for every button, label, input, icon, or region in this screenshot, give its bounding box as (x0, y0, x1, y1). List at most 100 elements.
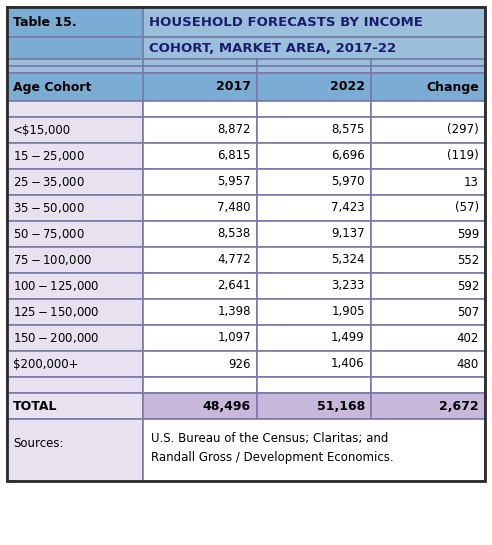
Text: $150-$200,000: $150-$200,000 (13, 331, 99, 345)
Bar (7, 273, 143, 299)
Text: U.S. Bureau of the Census; Claritas; and: U.S. Bureau of the Census; Claritas; and (151, 432, 389, 445)
Text: 592: 592 (457, 280, 479, 293)
Text: Age Cohort: Age Cohort (13, 81, 92, 94)
Text: 6,696: 6,696 (331, 149, 365, 162)
Text: 2017: 2017 (216, 81, 251, 94)
Bar (257, 59, 371, 66)
Bar (257, 273, 371, 299)
Bar (7, 351, 143, 377)
Bar (7, 169, 143, 195)
Bar (257, 169, 371, 195)
Text: 4,772: 4,772 (217, 253, 251, 267)
Bar (143, 325, 257, 351)
Bar (7, 195, 143, 221)
Bar (7, 299, 143, 325)
Text: (119): (119) (447, 149, 479, 162)
Bar (143, 195, 257, 221)
Bar (257, 195, 371, 221)
Text: 2022: 2022 (330, 81, 365, 94)
Text: 8,575: 8,575 (332, 124, 365, 136)
Text: Randall Gross / Development Economics.: Randall Gross / Development Economics. (151, 451, 394, 464)
Text: 1,499: 1,499 (331, 331, 365, 344)
Bar (7, 66, 143, 73)
Bar (257, 351, 371, 377)
Bar (7, 101, 143, 117)
Text: Change: Change (426, 81, 479, 94)
Text: Table 15.: Table 15. (13, 15, 77, 28)
Bar (7, 37, 143, 59)
Text: 8,538: 8,538 (218, 227, 251, 240)
Bar (7, 325, 143, 351)
Text: 1,406: 1,406 (331, 358, 365, 371)
Bar (7, 59, 143, 66)
Bar (257, 325, 371, 351)
Text: 402: 402 (457, 331, 479, 344)
Text: 5,324: 5,324 (331, 253, 365, 267)
Bar (257, 73, 371, 101)
Bar (143, 66, 257, 73)
Bar (371, 59, 485, 66)
Bar (257, 101, 371, 117)
Text: (57): (57) (455, 202, 479, 215)
Bar (371, 299, 485, 325)
Text: 5,957: 5,957 (217, 175, 251, 189)
Text: 3,233: 3,233 (332, 280, 365, 293)
Bar (143, 117, 257, 143)
Bar (143, 247, 257, 273)
Text: 5,970: 5,970 (331, 175, 365, 189)
Text: $35-$50,000: $35-$50,000 (13, 201, 85, 215)
Bar (371, 221, 485, 247)
Bar (371, 117, 485, 143)
Bar (257, 299, 371, 325)
Bar (143, 169, 257, 195)
Text: $75-$100,000: $75-$100,000 (13, 253, 92, 267)
Bar (143, 73, 257, 101)
Text: 7,423: 7,423 (331, 202, 365, 215)
Text: 552: 552 (457, 253, 479, 267)
Text: 6,815: 6,815 (217, 149, 251, 162)
Text: COHORT, MARKET AREA, 2017-22: COHORT, MARKET AREA, 2017-22 (149, 41, 397, 55)
Text: 8,872: 8,872 (217, 124, 251, 136)
Bar (371, 66, 485, 73)
Text: 2,641: 2,641 (217, 280, 251, 293)
Bar (143, 37, 485, 59)
Bar (7, 221, 143, 247)
Bar (257, 247, 371, 273)
Text: 48,496: 48,496 (203, 399, 251, 413)
Bar (7, 377, 143, 393)
Bar (143, 221, 257, 247)
Bar (371, 273, 485, 299)
Text: 599: 599 (457, 227, 479, 240)
Bar (143, 377, 257, 393)
Bar (257, 66, 371, 73)
Bar (7, 7, 485, 481)
Bar (371, 169, 485, 195)
Bar (7, 247, 143, 273)
Bar (143, 59, 257, 66)
Bar (7, 393, 143, 419)
Bar (7, 73, 143, 101)
Bar (143, 7, 485, 37)
Bar (371, 325, 485, 351)
Text: <$15,000: <$15,000 (13, 124, 71, 136)
Bar (7, 7, 143, 37)
Bar (371, 247, 485, 273)
Text: 2,672: 2,672 (439, 399, 479, 413)
Text: Sources:: Sources: (13, 437, 63, 450)
Text: 51,168: 51,168 (316, 399, 365, 413)
Bar (257, 221, 371, 247)
Bar (257, 393, 371, 419)
Bar (371, 101, 485, 117)
Text: $25-$35,000: $25-$35,000 (13, 175, 85, 189)
Bar (143, 351, 257, 377)
Bar (371, 143, 485, 169)
Text: $100-$125,000: $100-$125,000 (13, 279, 99, 293)
Bar (7, 419, 143, 481)
Text: $125-$150,000: $125-$150,000 (13, 305, 99, 319)
Text: 1,905: 1,905 (331, 306, 365, 318)
Text: 1,398: 1,398 (217, 306, 251, 318)
Text: TOTAL: TOTAL (13, 399, 58, 413)
Bar (257, 117, 371, 143)
Bar (143, 273, 257, 299)
Bar (257, 143, 371, 169)
